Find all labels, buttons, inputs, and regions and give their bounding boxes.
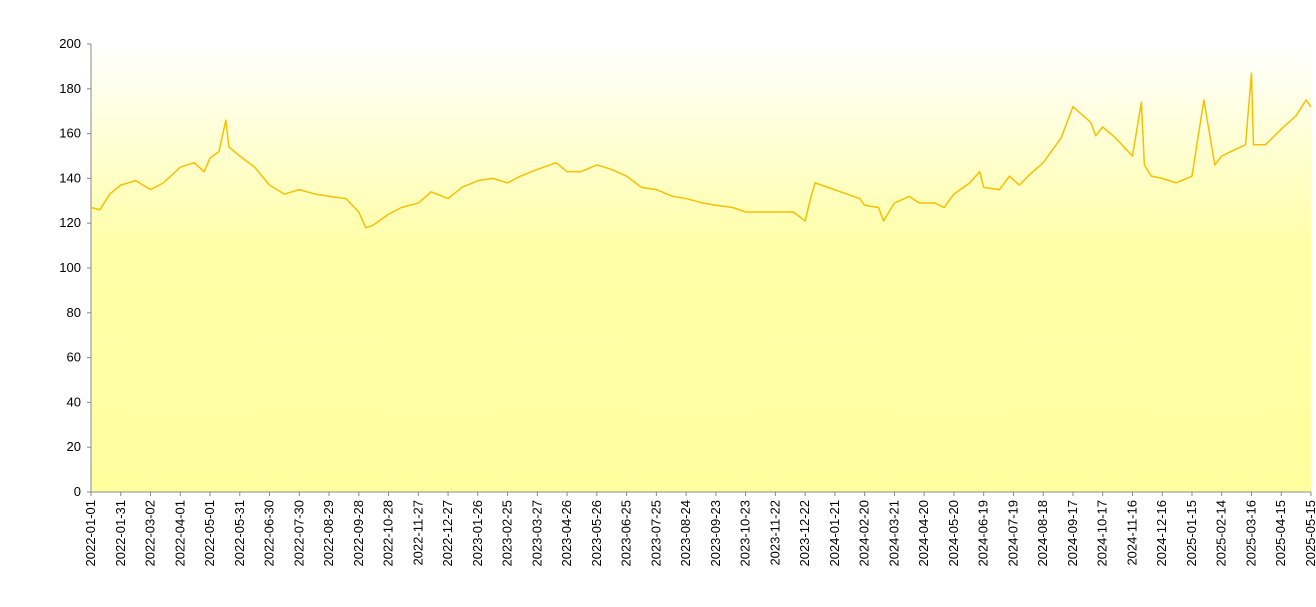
x-tick-label: 2022-03-02	[143, 500, 158, 567]
x-tick-label: 2023-05-26	[589, 500, 604, 567]
x-tick-label: 2023-06-25	[619, 500, 634, 567]
y-tick-label: 180	[59, 81, 81, 96]
x-tick-label: 2023-01-26	[470, 500, 485, 567]
x-tick-label: 2023-03-27	[529, 500, 544, 567]
y-tick-label: 120	[59, 215, 81, 230]
x-tick-label: 2024-04-20	[916, 500, 931, 567]
x-tick-label: 2023-11-22	[767, 500, 782, 566]
x-tick-label: 2024-08-18	[1035, 500, 1050, 567]
x-tick-label: 2025-02-14	[1214, 500, 1229, 567]
x-tick-label: 2023-07-25	[648, 500, 663, 567]
x-tick-label: 2024-11-16	[1124, 500, 1139, 566]
x-tick-label: 2023-10-23	[738, 500, 753, 567]
x-tick-label: 2024-09-17	[1065, 500, 1080, 567]
x-tick-label: 2024-07-19	[1005, 500, 1020, 567]
x-tick-label: 2023-08-24	[678, 500, 693, 567]
y-tick-label: 200	[59, 36, 81, 51]
x-tick-label: 2025-04-15	[1273, 500, 1288, 567]
x-tick-label: 2022-10-28	[381, 500, 396, 567]
y-tick-label: 40	[67, 394, 81, 409]
x-tick-label: 2025-01-15	[1184, 500, 1199, 567]
y-tick-label: 20	[67, 439, 81, 454]
x-tick-label: 2022-08-29	[321, 500, 336, 567]
y-tick-label: 160	[59, 126, 81, 141]
x-tick-label: 2022-06-30	[262, 500, 277, 567]
y-tick-label: 0	[74, 484, 81, 499]
x-tick-label: 2023-04-26	[559, 500, 574, 567]
x-tick-label: 2024-05-20	[946, 500, 961, 567]
x-tick-label: 2024-10-17	[1095, 500, 1110, 567]
x-tick-label: 2022-05-31	[232, 500, 247, 567]
x-tick-label: 2022-05-01	[202, 500, 217, 567]
x-tick-label: 2024-12-16	[1154, 500, 1169, 567]
y-tick-label: 100	[59, 260, 81, 275]
y-tick-label: 140	[59, 170, 81, 185]
x-tick-label: 2022-07-30	[291, 500, 306, 567]
x-tick-label: 2023-12-22	[797, 500, 812, 567]
x-tick-label: 2024-02-20	[857, 500, 872, 567]
x-tick-label: 2024-01-21	[827, 500, 842, 567]
x-tick-label: 2025-03-16	[1243, 500, 1258, 567]
x-tick-label: 2022-11-27	[410, 500, 425, 566]
x-tick-label: 2025-05-15	[1303, 500, 1316, 567]
x-tick-label: 2022-01-01	[83, 500, 98, 567]
x-tick-label: 2022-04-01	[172, 500, 187, 567]
x-tick-label: 2024-03-21	[886, 500, 901, 567]
x-tick-label: 2024-06-19	[976, 500, 991, 567]
plot-area	[91, 44, 1311, 492]
x-tick-label: 2022-12-27	[440, 500, 455, 567]
y-tick-label: 80	[67, 305, 81, 320]
x-tick-label: 2023-09-23	[708, 500, 723, 567]
x-tick-label: 2023-02-25	[500, 500, 515, 567]
x-tick-label: 2022-01-31	[113, 500, 128, 567]
x-tick-label: 2022-09-28	[351, 500, 366, 567]
y-tick-label: 60	[67, 350, 81, 365]
data-line	[90, 72, 1312, 229]
